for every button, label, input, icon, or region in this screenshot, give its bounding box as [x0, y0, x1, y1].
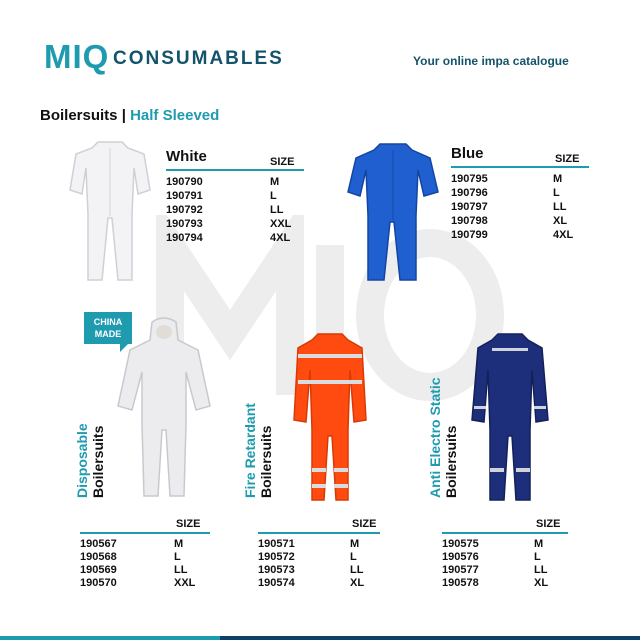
antistatic-label-bottom: Boilersuits: [443, 425, 459, 498]
table-row: 190793 XXL: [166, 218, 292, 230]
table-row: 190573 LL: [258, 564, 364, 576]
disposable-label: Disposable Boilersuits: [74, 423, 106, 498]
fire-label: Fire Retardant Boilersuits: [242, 403, 274, 498]
table-row: 190790 M: [166, 176, 280, 188]
badge-line2: MADE: [94, 329, 122, 339]
china-made-badge: CHINA MADE: [84, 312, 132, 344]
heading-sub: Half Sleeved: [130, 107, 220, 124]
table-row: 190577 LL: [442, 564, 548, 576]
heading-main: Boilersuits: [40, 107, 118, 124]
antistatic-divider: [442, 532, 568, 534]
table-row: 190798 XL: [451, 215, 568, 227]
fire-label-top: Fire Retardant: [242, 403, 258, 498]
disposable-divider: [80, 532, 210, 534]
antistatic-label-top: Anti Electro Static: [427, 377, 443, 498]
table-row: 190567 M: [80, 538, 184, 550]
badge-line1: CHINA: [93, 317, 123, 327]
table-row: 190791 L: [166, 190, 277, 202]
disposable-label-bottom: Boilersuits: [90, 425, 106, 498]
table-row: 190794 4XL: [166, 232, 291, 244]
table-row: 190572 L: [258, 551, 357, 563]
blue-title: Blue: [451, 145, 484, 162]
table-row: 190570 XXL: [80, 577, 196, 589]
footer-bar-accent: [220, 636, 640, 640]
table-row: 190569 LL: [80, 564, 188, 576]
antistatic-label: Anti Electro Static Boilersuits: [427, 377, 459, 498]
table-row: 190792 LL: [166, 204, 284, 216]
table-row: 190799 4XL: [451, 229, 574, 241]
logo-text: CONSUMABLES: [113, 48, 284, 69]
disposable-boilersuit-image: [117, 317, 211, 497]
white-divider: [166, 169, 304, 171]
antistatic-size-header: SIZE: [536, 518, 561, 530]
fire-divider: [258, 532, 380, 534]
table-row: 190796 L: [451, 187, 560, 199]
blue-divider: [451, 166, 589, 168]
table-row: 190576 L: [442, 551, 541, 563]
page-heading: Boilersuits | Half Sleeved: [40, 107, 219, 124]
table-row: 190571 M: [258, 538, 360, 550]
table-row: 190568 L: [80, 551, 181, 563]
white-boilersuit-image: [69, 141, 151, 281]
table-row: 190797 LL: [451, 201, 567, 213]
anti-static-boilersuit-image: [471, 333, 549, 501]
white-size-header: SIZE: [270, 156, 295, 168]
heading-separator: |: [117, 107, 131, 124]
fire-size-header: SIZE: [352, 518, 377, 530]
table-row: 190574 XL: [258, 577, 365, 589]
table-row: 190575 M: [442, 538, 544, 550]
disposable-size-header: SIZE: [176, 518, 201, 530]
badge-tail: [120, 344, 128, 352]
table-row: 190795 M: [451, 173, 563, 185]
disposable-label-top: Disposable: [74, 423, 90, 498]
fire-label-bottom: Boilersuits: [258, 425, 274, 498]
blue-boilersuit-image: [347, 143, 439, 281]
fire-retardant-boilersuit-image: [293, 333, 367, 501]
blue-size-header: SIZE: [555, 153, 580, 165]
logo-mark[interactable]: MIQ: [44, 38, 110, 75]
tagline: Your online impa catalogue: [413, 54, 569, 68]
table-row: 190578 XL: [442, 577, 549, 589]
white-title: White: [166, 148, 207, 165]
